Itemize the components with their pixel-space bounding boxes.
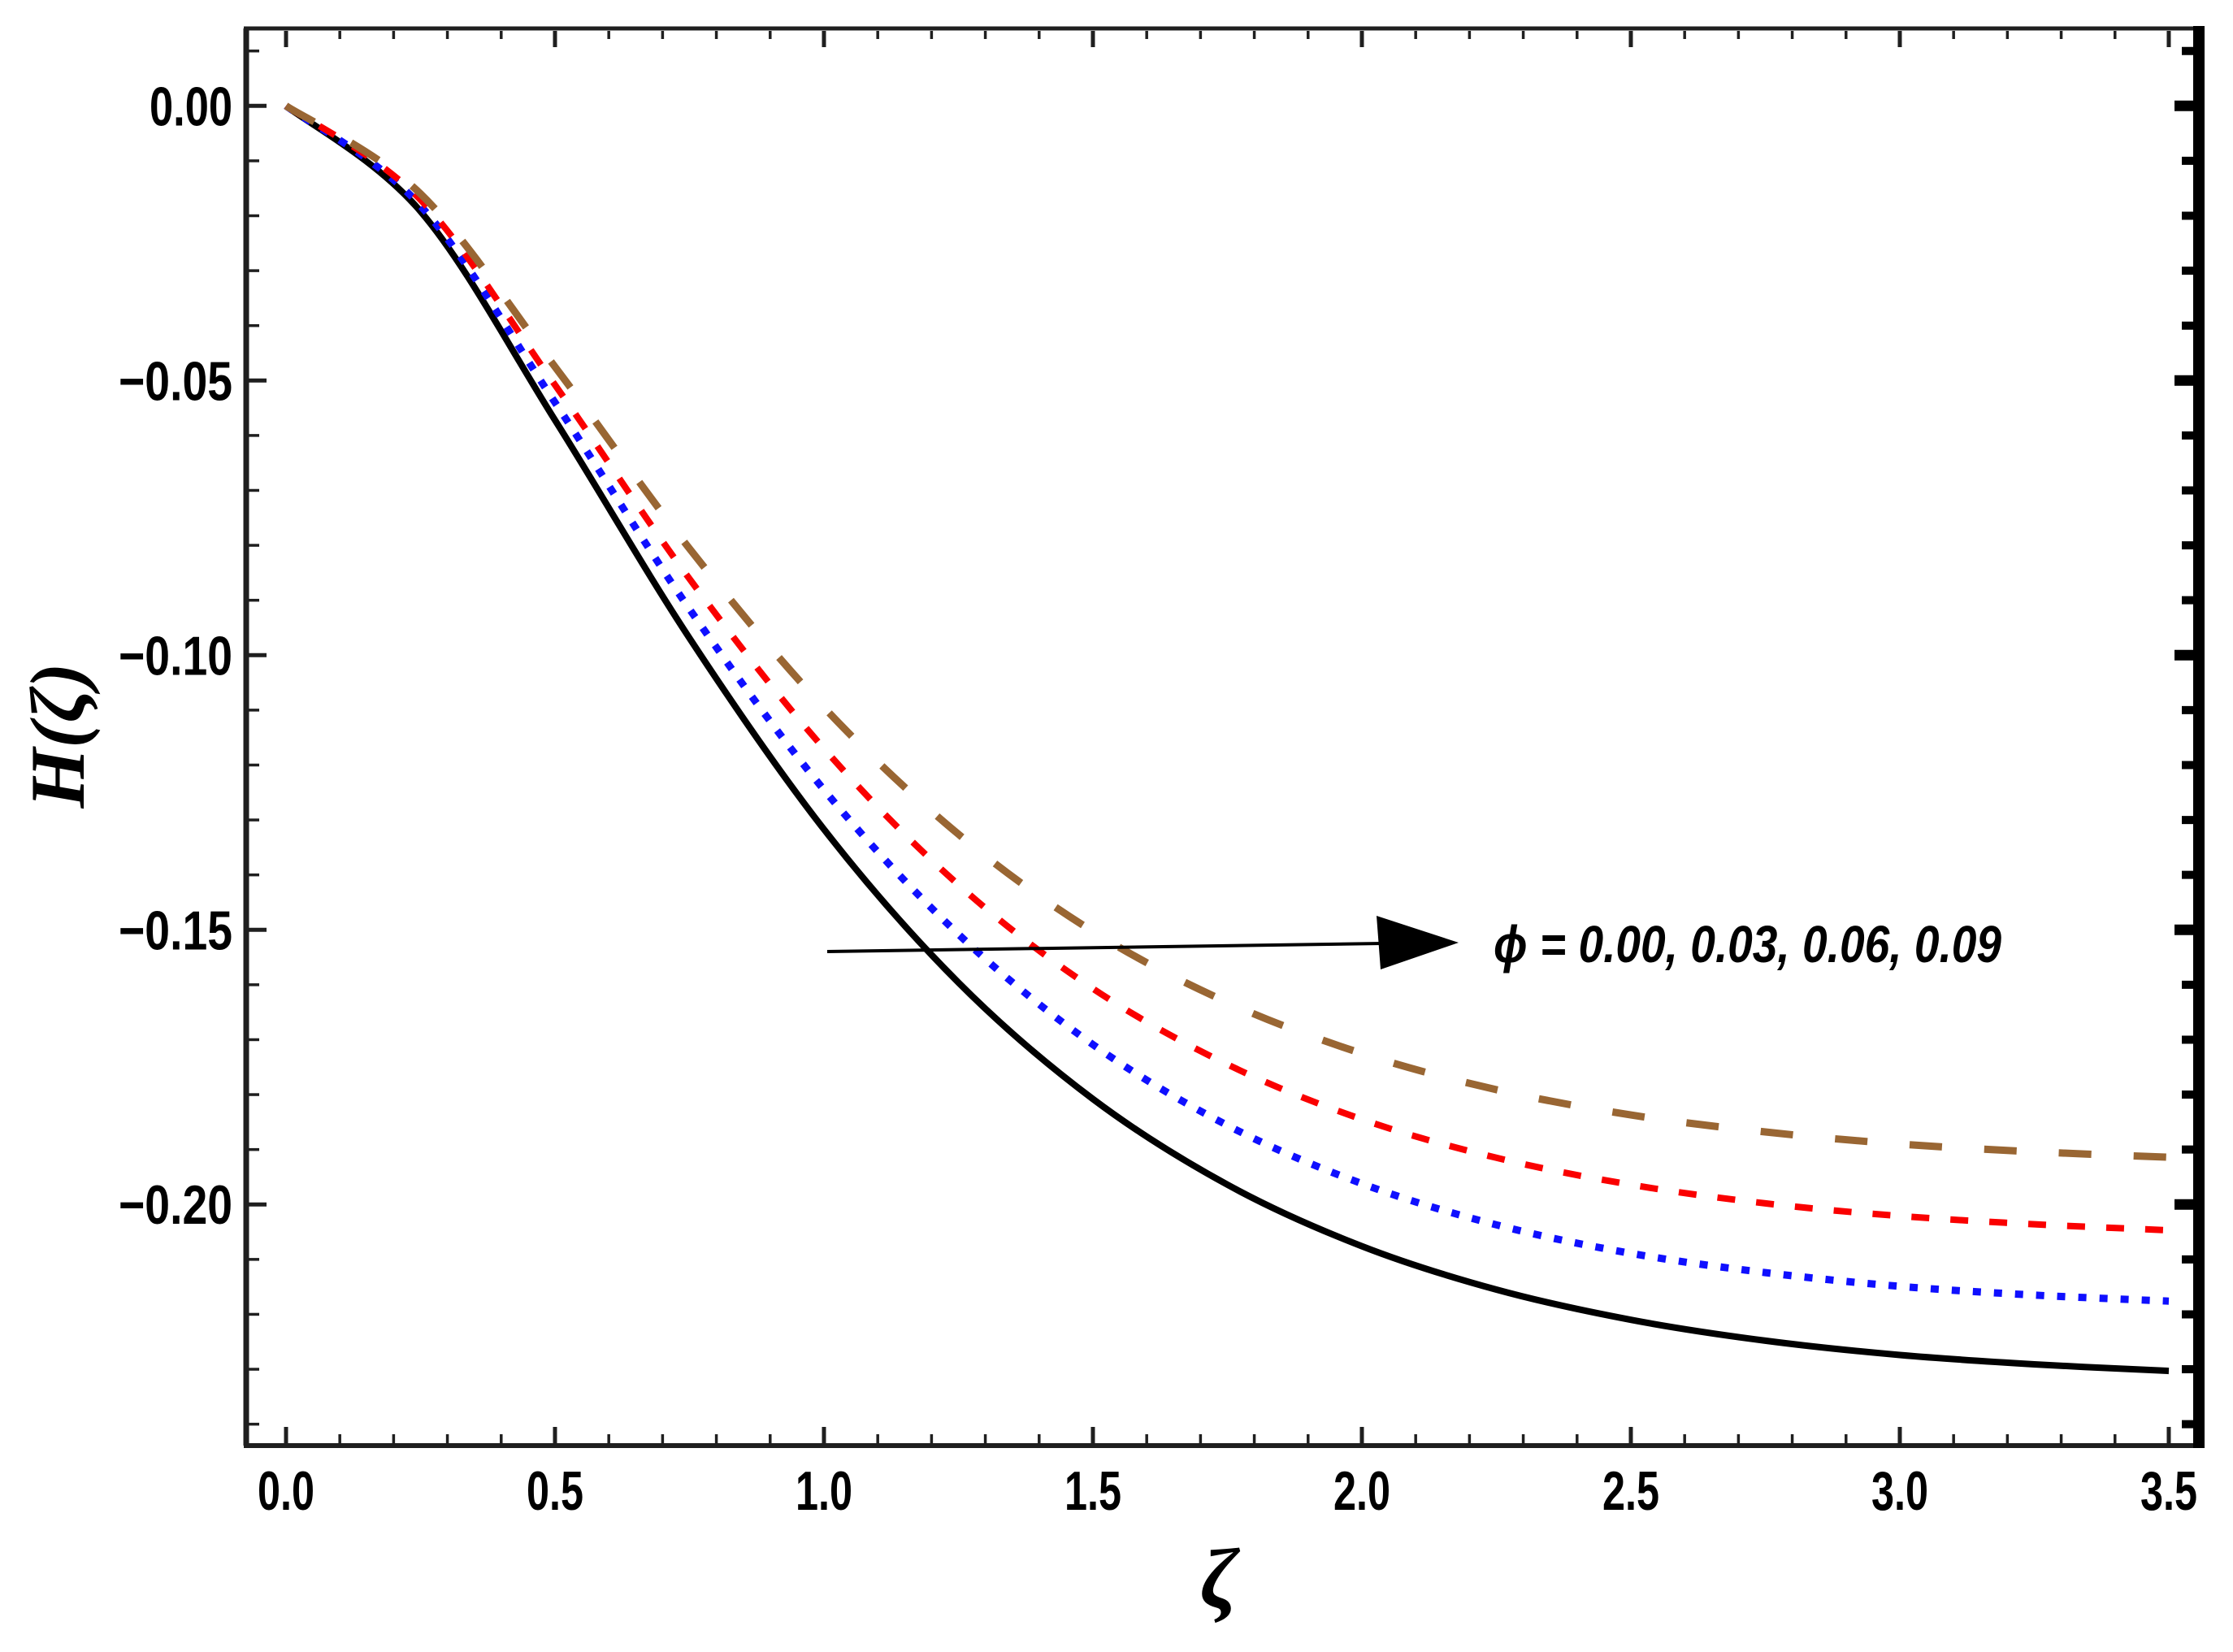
curve-phi-0.03 [284,102,2170,1305]
curve-phi-0.00 [284,103,2170,1375]
y-axis-label: H(ζ) [15,662,101,809]
axis-ticks [249,31,2196,1443]
y-tick-label: −0.20 [119,1174,232,1236]
y-tick-label: −0.15 [119,900,232,961]
curve-phi-0.06 [284,103,2170,1234]
y-tick-label: −0.10 [119,625,232,687]
curve-phi-0.09 [284,102,2170,1161]
y-tick-label: 0.00 [150,76,232,137]
annotation-arrow [826,916,1459,969]
x-tick-label: 1.5 [1064,1460,1121,1522]
phi-annotation: ϕ = 0.00, 0.03, 0.06, 0.09 [1494,915,2001,973]
arrow-head [1377,916,1459,969]
arrow-shaft [826,942,1384,953]
x-tick-label: 1.0 [796,1460,852,1522]
x-tick-label: 2.5 [1602,1460,1659,1522]
tick-labels: 0.0 0.5 1.0 1.5 2.0 2.5 3.0 3.5 0.00 −0.05 −0.10 −0… [119,76,2197,1522]
x-axis-label: ζ [1200,1531,1241,1626]
x-tick-label: 3.0 [1871,1460,1928,1522]
x-tick-label: 2.0 [1333,1460,1390,1522]
x-tick-label: 0.0 [258,1460,314,1522]
x-tick-label: 0.5 [527,1460,583,1522]
y-tick-label: −0.05 [119,350,232,412]
plot-frame [243,26,2205,1448]
curves [284,102,2170,1375]
x-tick-label: 3.5 [2140,1460,2197,1522]
